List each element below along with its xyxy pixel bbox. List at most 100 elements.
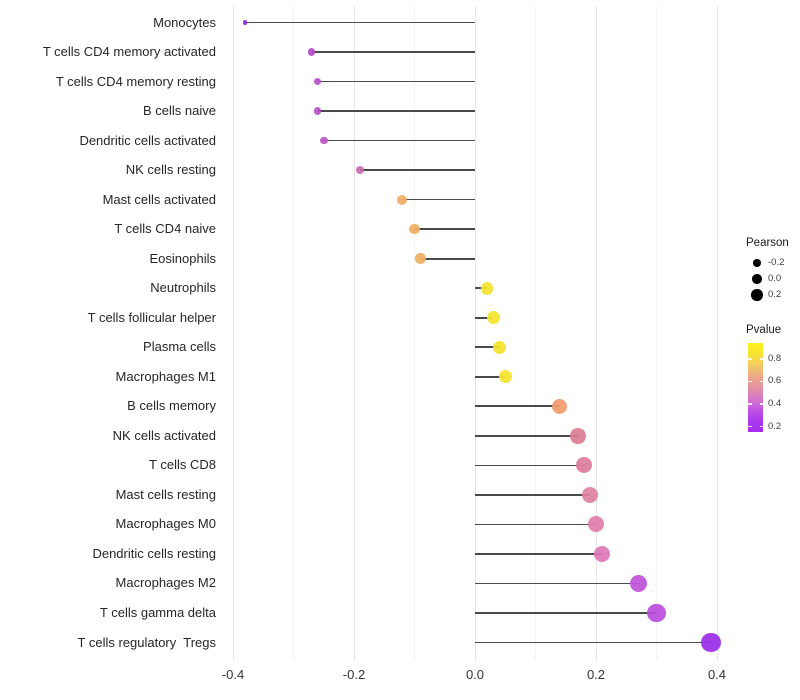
y-axis-label: B cells memory bbox=[127, 398, 216, 414]
lollipop-segment bbox=[323, 139, 475, 142]
y-axis-label: Macrophages M1 bbox=[115, 368, 216, 384]
lollipop-segment bbox=[475, 553, 603, 555]
gridline-minor bbox=[414, 6, 415, 660]
y-axis-label: Dendritic cells resting bbox=[92, 545, 216, 561]
lollipop-segment bbox=[414, 228, 475, 230]
pvalue-legend-label: 0.6 bbox=[768, 375, 782, 387]
pearson-legend-label: -0.2 bbox=[768, 257, 785, 268]
lollipop-dot bbox=[355, 165, 365, 175]
lollipop-dot bbox=[587, 516, 605, 533]
lollipop-segment bbox=[475, 641, 711, 644]
lollipop-dot bbox=[629, 574, 648, 593]
lollipop-segment bbox=[475, 582, 639, 585]
lollipop-dot bbox=[480, 281, 494, 295]
pvalue-colorbar bbox=[748, 343, 763, 432]
lollipop-segment bbox=[317, 110, 475, 112]
pearson-legend-label: 0.2 bbox=[768, 289, 782, 300]
lollipop-dot bbox=[576, 457, 592, 474]
lollipop-dot bbox=[701, 632, 721, 653]
colorbar-tick bbox=[759, 358, 763, 360]
lollipop-segment bbox=[475, 612, 657, 614]
lollipop-segment bbox=[475, 494, 590, 496]
gridline-major bbox=[595, 6, 597, 660]
gridline-major bbox=[474, 6, 476, 660]
y-axis-label: Dendritic cells activated bbox=[79, 132, 216, 148]
y-axis-label: T cells CD4 memory resting bbox=[55, 73, 216, 89]
lollipop-segment bbox=[420, 257, 475, 260]
y-axis-label: NK cells resting bbox=[125, 162, 216, 178]
colorbar-tick bbox=[759, 425, 763, 428]
lollipop-segment bbox=[360, 169, 475, 171]
x-axis-tick-label: 0.2 bbox=[586, 667, 606, 682]
lollipop-dot bbox=[570, 428, 586, 444]
lollipop-dot bbox=[486, 311, 500, 325]
lollipop-dot bbox=[314, 77, 322, 86]
lollipop-dot bbox=[308, 48, 316, 56]
lollipop-dot bbox=[242, 20, 248, 25]
lollipop-segment bbox=[311, 51, 475, 53]
lollipop-segment bbox=[475, 523, 596, 526]
lollipop-dot bbox=[647, 603, 666, 623]
y-axis-label: T cells regulatory Tregs bbox=[77, 634, 216, 650]
pearson-legend-dot bbox=[753, 259, 761, 267]
colorbar-tick bbox=[748, 403, 752, 405]
lollipop-segment bbox=[245, 21, 475, 24]
y-axis-label: NK cells activated bbox=[112, 427, 216, 443]
legend-title-pvalue: Pvalue bbox=[746, 324, 782, 336]
y-axis-label: Eosinophils bbox=[149, 250, 217, 266]
plot-panel bbox=[225, 6, 740, 660]
y-axis-label: Macrophages M2 bbox=[115, 575, 216, 591]
y-axis-label: T cells gamma delta bbox=[99, 604, 216, 620]
y-axis-label: Mast cells resting bbox=[115, 486, 216, 502]
lollipop-dot bbox=[552, 398, 568, 414]
x-axis-tick-label: 0.0 bbox=[465, 667, 485, 682]
y-axis-label: T cells CD4 naive bbox=[114, 221, 216, 237]
lollipop-dot bbox=[593, 545, 611, 563]
pvalue-legend-label: 0.8 bbox=[768, 353, 782, 365]
colorbar-tick bbox=[759, 380, 763, 382]
lollipop-dot bbox=[498, 370, 512, 384]
gridline-major bbox=[353, 6, 355, 660]
y-axis-label: Macrophages M0 bbox=[115, 516, 216, 532]
y-axis-label: T cells CD8 bbox=[149, 457, 216, 473]
y-axis-label: Monocytes bbox=[153, 14, 216, 30]
lollipop-segment bbox=[317, 80, 475, 83]
lollipop-segment bbox=[402, 198, 475, 201]
gridline-minor bbox=[293, 6, 294, 660]
pearson-legend-dot bbox=[751, 289, 763, 301]
lollipop-segment bbox=[475, 434, 578, 437]
y-axis-label: T cells follicular helper bbox=[87, 309, 216, 325]
lollipop-dot bbox=[492, 340, 506, 354]
lollipop-segment bbox=[475, 405, 560, 408]
x-axis-tick-label: 0.4 bbox=[707, 667, 727, 682]
gridline-major bbox=[716, 6, 718, 660]
lollipop-dot bbox=[319, 136, 328, 145]
gridline-major bbox=[232, 6, 234, 660]
lollipop-segment bbox=[475, 464, 584, 467]
gridline-minor bbox=[656, 6, 657, 660]
lollipop-segment bbox=[475, 316, 494, 319]
colorbar-tick bbox=[748, 425, 752, 428]
y-axis-label: Plasma cells bbox=[143, 339, 216, 355]
y-axis-label: B cells naive bbox=[143, 103, 216, 119]
lollipop-dot bbox=[314, 107, 322, 115]
lollipop-dot bbox=[581, 486, 598, 503]
lollipop-segment bbox=[475, 375, 506, 378]
lollipop-segment bbox=[475, 346, 500, 349]
x-axis-tick-label: -0.2 bbox=[342, 667, 366, 682]
y-axis-label: Neutrophils bbox=[150, 280, 216, 296]
colorbar-tick bbox=[748, 358, 752, 360]
x-axis-tick-label: -0.4 bbox=[221, 667, 245, 682]
pvalue-legend-label: 0.2 bbox=[768, 420, 782, 432]
lollipop-dot bbox=[415, 253, 426, 264]
gridline-minor bbox=[535, 6, 536, 660]
pvalue-legend-label: 0.4 bbox=[768, 397, 782, 409]
pearson-legend-dot bbox=[752, 274, 762, 284]
colorbar-tick bbox=[748, 380, 752, 382]
lollipop-dot bbox=[409, 223, 420, 235]
lollipop-dot bbox=[397, 194, 408, 205]
y-axis-label: Mast cells activated bbox=[102, 191, 216, 207]
colorbar-tick bbox=[759, 403, 763, 405]
legend-title-pearson: Pearson bbox=[746, 237, 789, 249]
